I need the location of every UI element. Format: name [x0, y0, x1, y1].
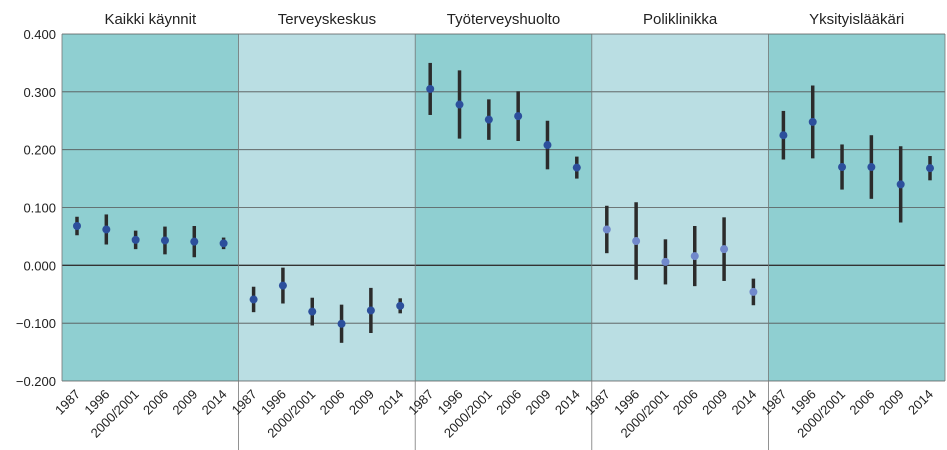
point [514, 112, 523, 121]
x-tick-label: 1987 [405, 387, 436, 418]
x-tick-label: 1987 [229, 387, 260, 418]
y-tick-label: 0.400 [23, 27, 56, 42]
y-tick-label: 0.200 [23, 143, 56, 158]
point [308, 307, 317, 316]
point [160, 236, 169, 245]
point [661, 257, 670, 266]
x-tick-label: 2006 [140, 387, 171, 418]
point [867, 163, 876, 172]
point [278, 281, 287, 290]
point [131, 235, 140, 244]
x-tick-label: 2014 [728, 387, 759, 418]
panel-title: Yksityislääkäri [809, 11, 904, 28]
panel-title: Työterveyshuolto [447, 11, 560, 28]
y-tick-label: 0.000 [23, 258, 56, 273]
point [808, 117, 817, 126]
x-tick-label: 2006 [670, 387, 701, 418]
y-tick-label: 0.100 [23, 201, 56, 216]
point [543, 141, 552, 150]
y-tick-label: −0.200 [16, 374, 56, 389]
x-tick-label: 2014 [905, 387, 936, 418]
x-tick-label: 2014 [552, 387, 583, 418]
x-tick-label: 2014 [375, 387, 406, 418]
point [73, 222, 81, 231]
point [602, 225, 611, 234]
point [572, 163, 581, 172]
point [896, 180, 905, 189]
panel-title: Kaikki käynnit [104, 11, 197, 28]
x-tick-label: 2006 [317, 387, 348, 418]
point [838, 163, 847, 172]
x-tick-label: 2014 [199, 387, 230, 418]
x-tick-label: 1987 [758, 387, 789, 418]
x-tick-label: 2009 [699, 387, 730, 418]
point [779, 131, 788, 140]
panel-title: Poliklinikka [643, 11, 718, 28]
point [396, 301, 405, 310]
point [426, 84, 435, 93]
point [219, 239, 228, 248]
x-tick-label: 2006 [846, 387, 877, 418]
x-tick-label: 2006 [493, 387, 524, 418]
panel-title: Terveyskeskus [278, 11, 376, 28]
x-tick-label: 2009 [346, 387, 377, 418]
x-tick-label: 1987 [582, 387, 613, 418]
point [720, 245, 729, 254]
point [690, 252, 699, 261]
point [455, 100, 464, 109]
point [632, 237, 641, 246]
point [484, 115, 493, 124]
point [366, 306, 375, 315]
x-tick-label: 2009 [876, 387, 907, 418]
point [926, 164, 934, 173]
point [102, 225, 111, 234]
x-tick-label: 2009 [523, 387, 554, 418]
y-tick-label: 0.300 [23, 85, 56, 100]
point [337, 319, 346, 328]
point [749, 287, 758, 296]
y-tick-label: −0.100 [16, 316, 56, 331]
point [249, 295, 258, 304]
x-tick-label: 1987 [52, 387, 83, 418]
x-tick-label: 2009 [169, 387, 200, 418]
point [190, 237, 199, 246]
